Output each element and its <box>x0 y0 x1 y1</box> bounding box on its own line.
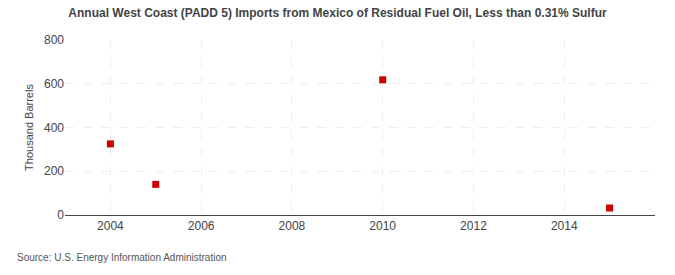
svg-text:2012: 2012 <box>460 219 487 233</box>
svg-text:2006: 2006 <box>188 219 215 233</box>
svg-text:Annual West Coast (PADD 5) Imp: Annual West Coast (PADD 5) Imports from … <box>68 6 607 20</box>
svg-text:2008: 2008 <box>279 219 306 233</box>
svg-text:800: 800 <box>44 33 64 47</box>
svg-text:2004: 2004 <box>97 219 124 233</box>
svg-text:400: 400 <box>44 121 64 135</box>
svg-text:0: 0 <box>57 208 64 222</box>
svg-text:Thousand Barrels: Thousand Barrels <box>23 84 35 171</box>
svg-text:600: 600 <box>44 77 64 91</box>
svg-text:200: 200 <box>44 164 64 178</box>
svg-text:2010: 2010 <box>369 219 396 233</box>
svg-text:2014: 2014 <box>551 219 578 233</box>
svg-text:Source: U.S. Energy Informatio: Source: U.S. Energy Information Administ… <box>17 252 227 263</box>
